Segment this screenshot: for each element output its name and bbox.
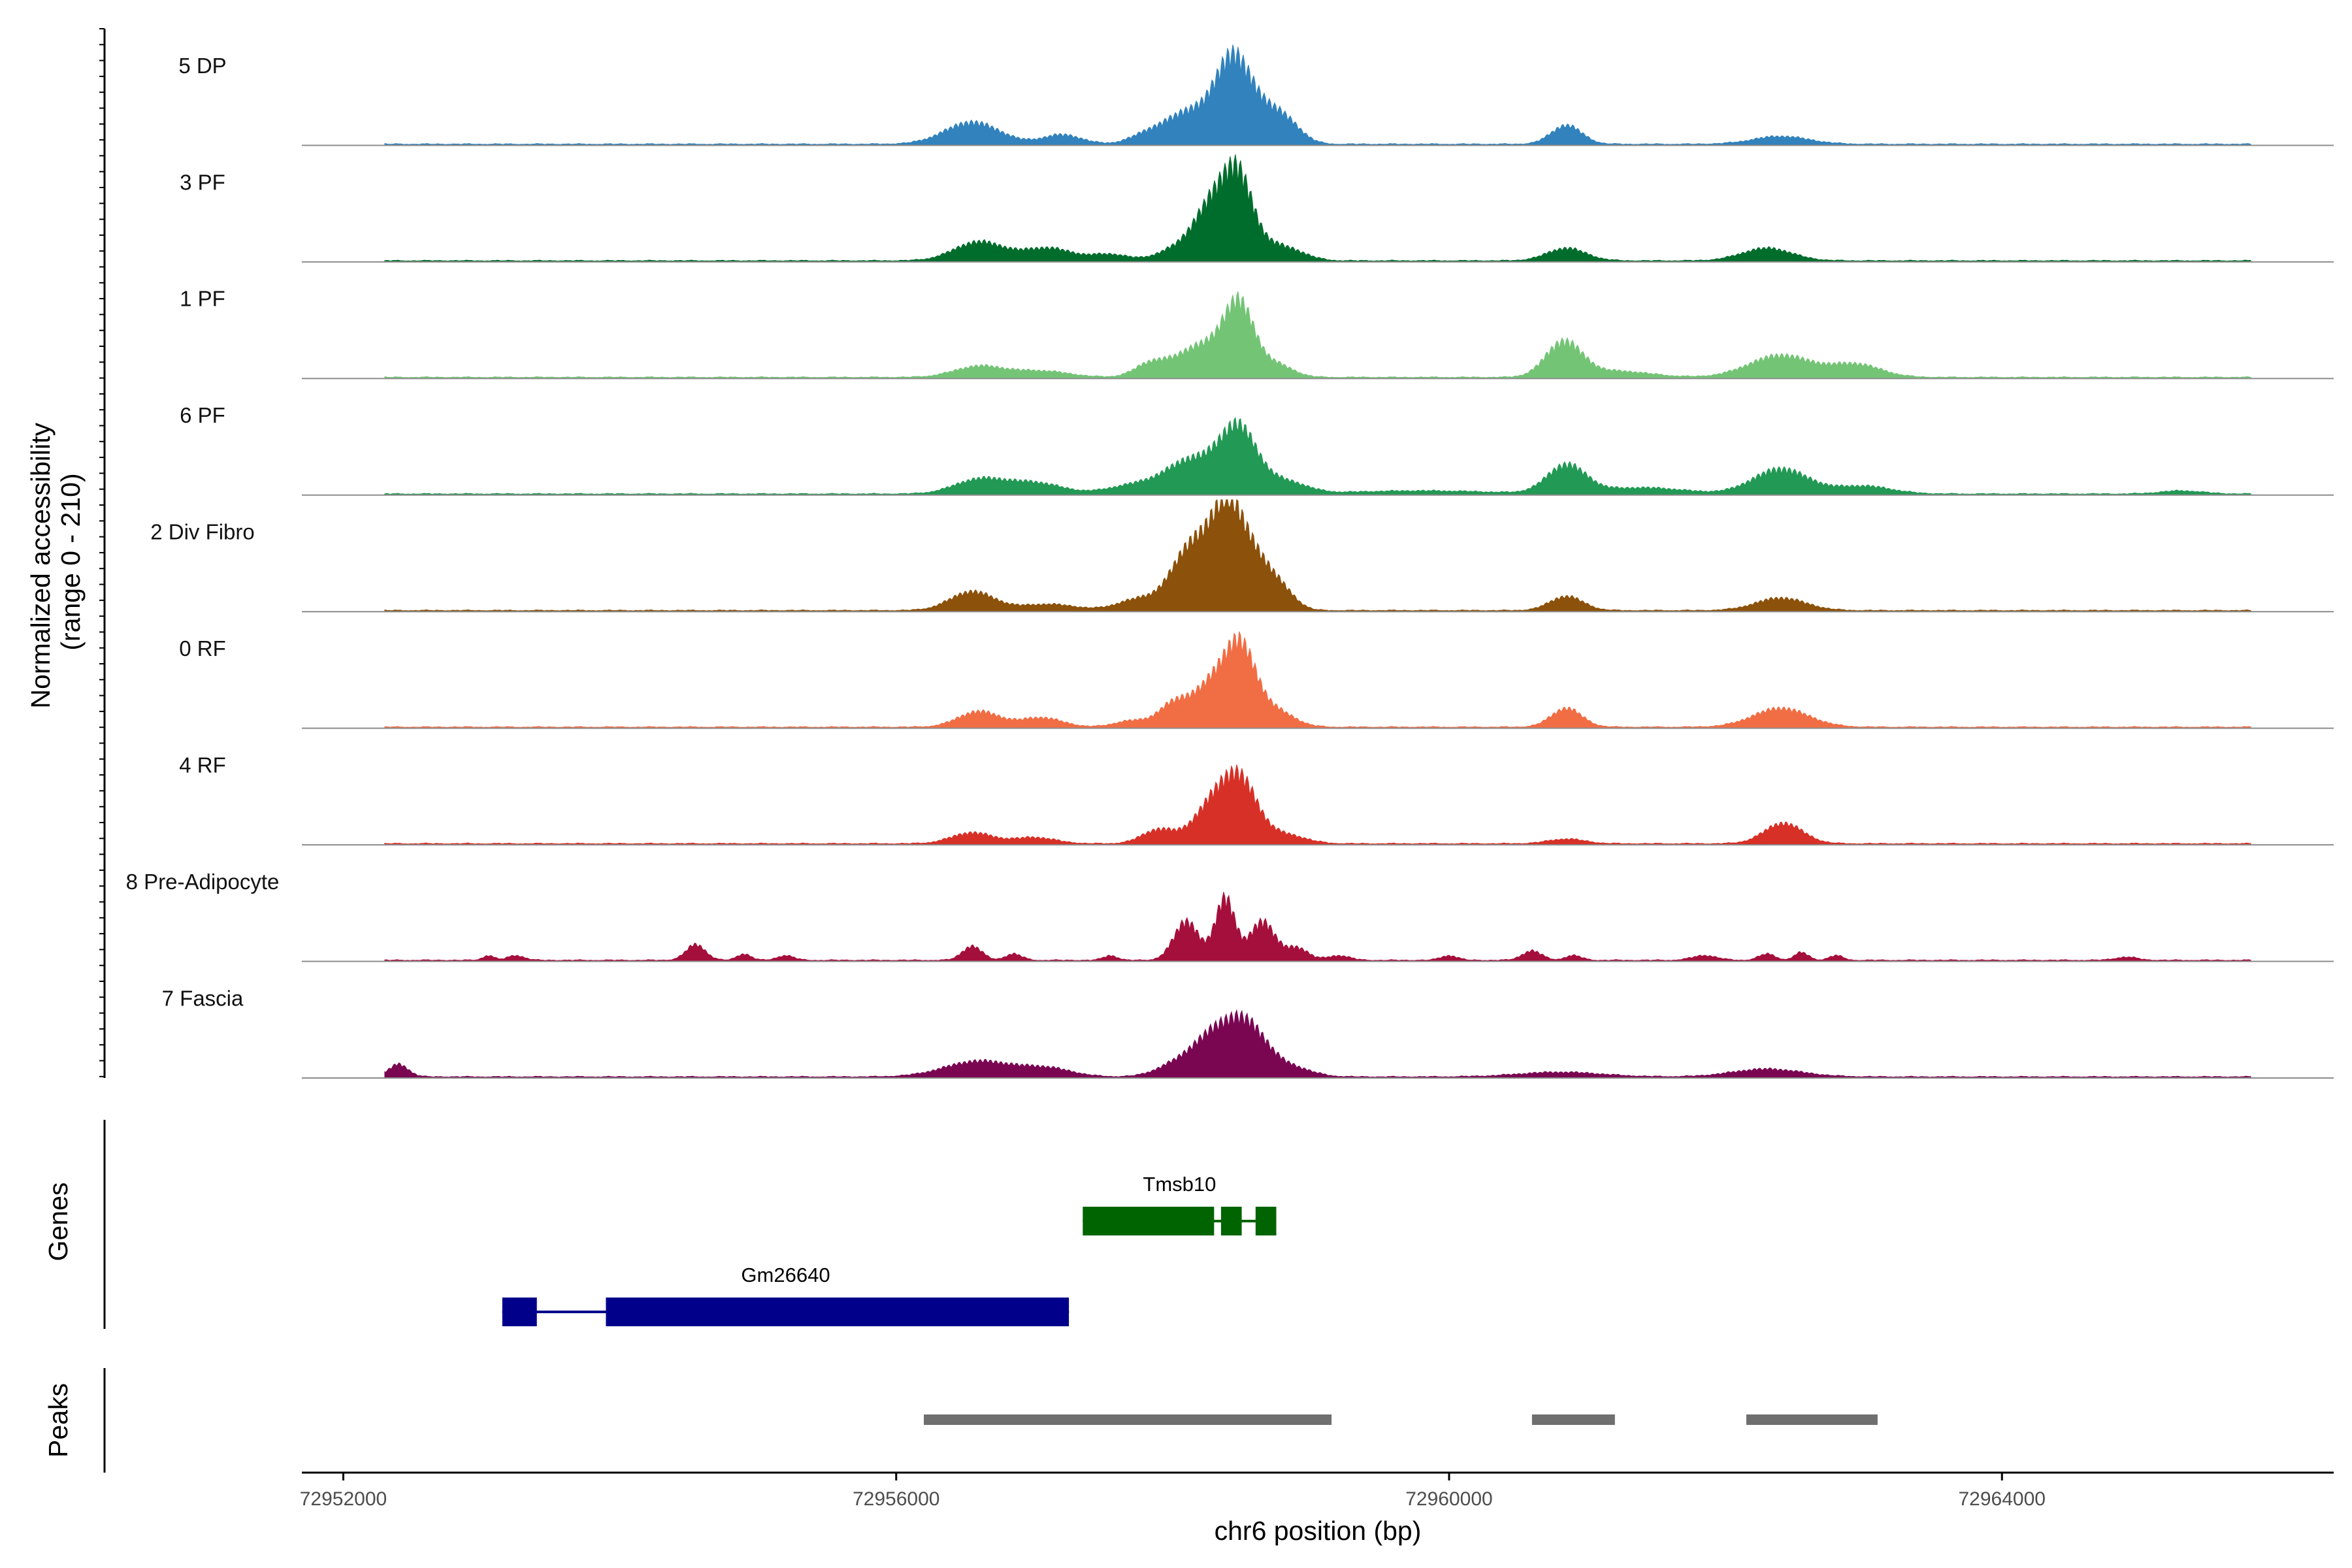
coverage-track-6-pf [384,416,2251,496]
gene-exon [1220,1207,1242,1235]
track-label: 0 RF [179,636,226,661]
peaks-panel-label: Peaks [43,1383,73,1458]
x-tick-label: 72964000 [1959,1488,2046,1510]
peak-region [1531,1414,1615,1425]
track-label: 2 Div Fibro [150,520,255,544]
y-axis-title: Normalized accessibility (range 0 - 210) [25,416,86,709]
gene-label: Tmsb10 [1143,1173,1216,1196]
peaks-track [924,1414,1878,1425]
coverage-track-7-fascia [384,1009,2251,1079]
genes-track: Tmsb10 Gm26640 [502,1173,1277,1326]
peak-region [924,1414,1332,1425]
coverage-y-axis [99,28,106,1078]
y-axis-title-line2: (range 0 - 210) [56,473,86,650]
coverage-track-3-pf [384,154,2251,263]
x-axis-title: chr6 position (bp) [1215,1516,1422,1546]
x-axis: 72952000 72956000 72960000 72964000 [300,1471,2334,1510]
gene-exon [1255,1207,1277,1235]
coverage-tracks [302,44,2334,1079]
track-label: 1 PF [180,287,225,311]
track-label: 6 PF [180,403,225,427]
x-tick-label: 72960000 [1405,1488,1492,1510]
gene-exon [606,1298,1070,1326]
y-axis-title-line1: Normalized accessibility [25,422,56,708]
track-labels: 5 DP 3 PF 1 PF 6 PF 2 Div Fibro 0 RF 4 RF 8 Pre… [126,54,280,1011]
coverage-track-8-pre-adipocyte [384,892,2251,962]
coverage-track-2-div-fibro [384,498,2251,612]
x-tick-label: 72952000 [300,1488,387,1510]
coverage-track-4-rf [384,764,2251,845]
coverage-track-1-pf [384,291,2251,379]
genes-panel-label: Genes [43,1183,73,1262]
track-label: 3 PF [180,170,225,194]
track-label: 8 Pre-Adipocyte [126,870,280,894]
track-label: 5 DP [178,54,226,78]
coverage-track-0-rf [384,631,2251,729]
track-label: 7 Fascia [162,986,244,1010]
gene-exon [1083,1207,1215,1235]
peak-region [1746,1414,1878,1425]
x-tick-label: 72956000 [853,1488,939,1510]
gene-label: Gm26640 [741,1264,830,1286]
coverage-track-5-dp [384,44,2251,146]
track-label: 4 RF [179,753,226,777]
gene-exon [502,1298,537,1326]
